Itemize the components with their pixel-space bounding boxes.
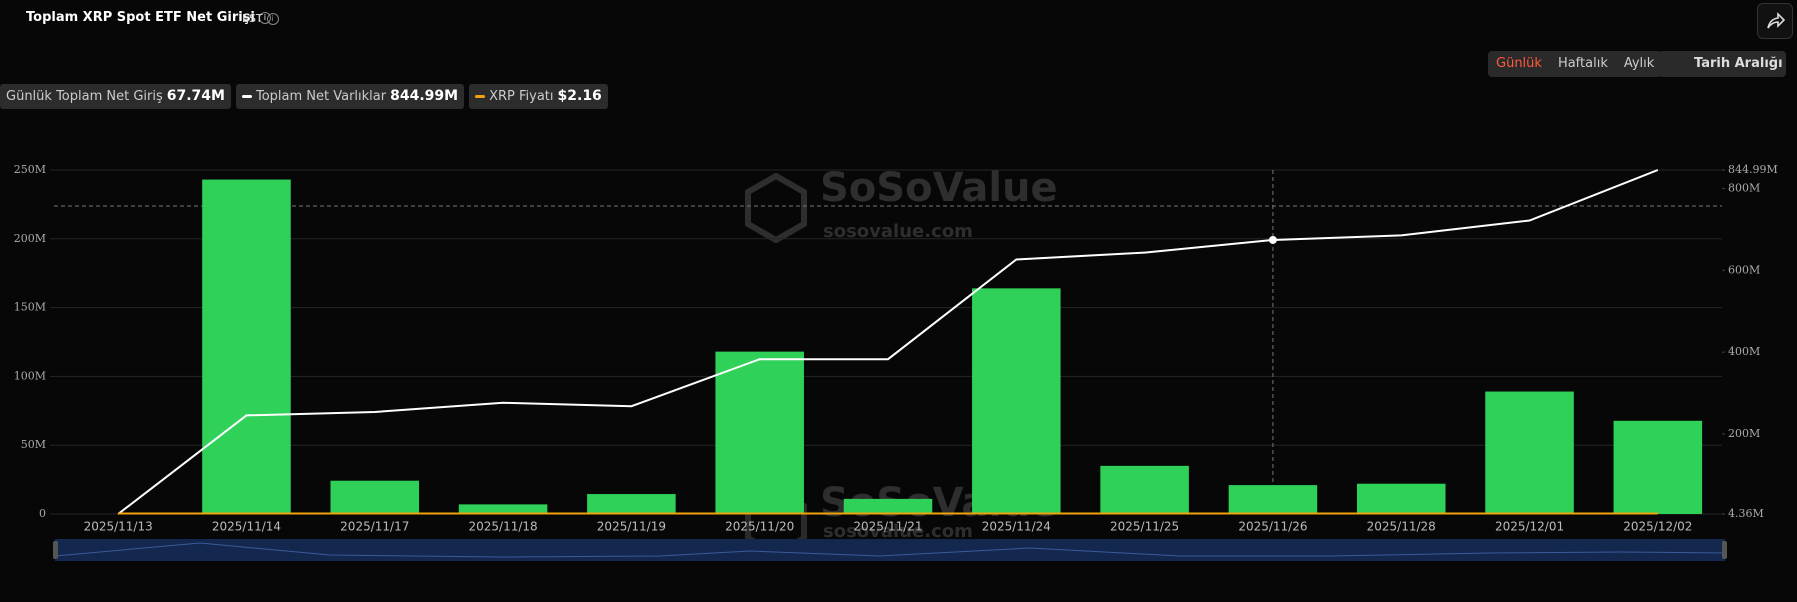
y-tick-label: 50M — [21, 438, 46, 451]
watermark-logo — [745, 172, 807, 244]
legend-label: XRP Fiyatı — [489, 89, 554, 104]
navigator-shape — [54, 542, 1726, 558]
watermark: SoSoValue — [820, 165, 1058, 211]
timezone[interactable]: EST i — [242, 12, 279, 25]
y2-tick-label: 4.36M — [1728, 507, 1764, 520]
y2-tick-label: 844.99M — [1728, 163, 1778, 176]
tab[interactable]: Haftalık — [1557, 56, 1608, 71]
legend-value: 67.74M — [166, 88, 225, 104]
legend-swatch — [241, 95, 252, 98]
legend-item[interactable]: Toplam Net Varlıklar 844.99M — [235, 84, 465, 109]
x-tick-label: 2025/11/24 — [982, 520, 1051, 534]
legend-swatch — [475, 95, 486, 98]
x-tick-label: 2025/12/01 — [1495, 520, 1564, 534]
line — [117, 169, 1659, 515]
bar — [458, 504, 548, 514]
share-icon — [1767, 12, 1786, 29]
watermark-logo — [745, 486, 807, 558]
y2-tick-label: 200M — [1728, 427, 1760, 440]
bar — [1485, 391, 1574, 514]
navigator — [55, 539, 1725, 561]
legend-item[interactable]: Günlük Toplam Net Giriş 67.74M — [0, 84, 231, 109]
x-tick-label: 2025/11/28 — [1367, 520, 1436, 534]
y-tick-label: 200M — [14, 232, 46, 245]
x-tick-label: 2025/11/26 — [1238, 520, 1307, 534]
bar — [1228, 485, 1318, 514]
bar — [587, 494, 676, 514]
navigator-handle — [1722, 541, 1727, 559]
bar — [1100, 465, 1189, 514]
watermark: sosovalue.com — [823, 521, 973, 542]
info-icon[interactable]: i — [266, 13, 279, 25]
x-tick-label: 2025/11/14 — [212, 520, 281, 534]
x-tick-label: 2025/11/17 — [340, 520, 409, 534]
x-tick-label: 2025/11/21 — [853, 520, 922, 534]
bar — [330, 480, 420, 514]
bar — [715, 351, 804, 514]
bar — [1356, 483, 1446, 514]
y2-tick-label: 800M — [1728, 181, 1760, 194]
x-tick-label: 2025/11/19 — [597, 520, 666, 534]
y-tick-label: 250M — [14, 163, 46, 176]
legend-label: Toplam Net Varlıklar — [255, 89, 387, 104]
watermark: SoSoValue — [820, 480, 1058, 526]
x-tick-label: 2025/11/25 — [1110, 520, 1179, 534]
x-tick-label: 2025/11/18 — [468, 520, 537, 534]
y2-tick-label: 600M — [1728, 263, 1760, 276]
legend-value: $2.16 — [557, 88, 602, 104]
navigator-handle — [53, 541, 58, 559]
bar — [1613, 420, 1703, 514]
x-tick-label: 2025/12/02 — [1623, 520, 1692, 534]
y-tick-label: 150M — [14, 301, 46, 314]
bar — [972, 288, 1061, 514]
tab[interactable]: Aylık — [1623, 56, 1655, 71]
legend: Günlük Toplam Net Giriş 67.74M Toplam Net… — [0, 84, 608, 109]
x-tick-label: 2025/11/13 — [84, 520, 153, 534]
date-range-button[interactable]: Tarih Aralığı — [1659, 51, 1786, 77]
tab[interactable]: Günlük — [1496, 56, 1542, 71]
date-range-text: Tarih Aralığı — [1694, 56, 1783, 71]
bar — [843, 498, 933, 514]
legend-label: Günlük Toplam Net Giriş — [6, 89, 163, 104]
watermark: sosovalue.com — [823, 221, 973, 242]
bar — [202, 179, 291, 514]
timezone-text: EST — [242, 12, 263, 25]
share-button[interactable] — [1757, 3, 1793, 39]
title: Toplam XRP Spot ETF Net Girişi i — [26, 10, 271, 25]
title-text: Toplam XRP Spot ETF Net Girişi — [26, 10, 255, 25]
period-tabs: Günlük Haftalık Aylık — [1488, 51, 1663, 77]
y-tick-label: 100M — [14, 369, 46, 382]
legend-value: 844.99M — [390, 88, 459, 104]
hover-dot — [1268, 235, 1277, 244]
y2-tick-label: 400M — [1728, 345, 1760, 358]
y-tick-label: 0 — [39, 507, 46, 520]
x-tick-label: 2025/11/20 — [725, 520, 794, 534]
legend-item[interactable]: XRP Fiyatı $2.16 — [469, 84, 608, 109]
